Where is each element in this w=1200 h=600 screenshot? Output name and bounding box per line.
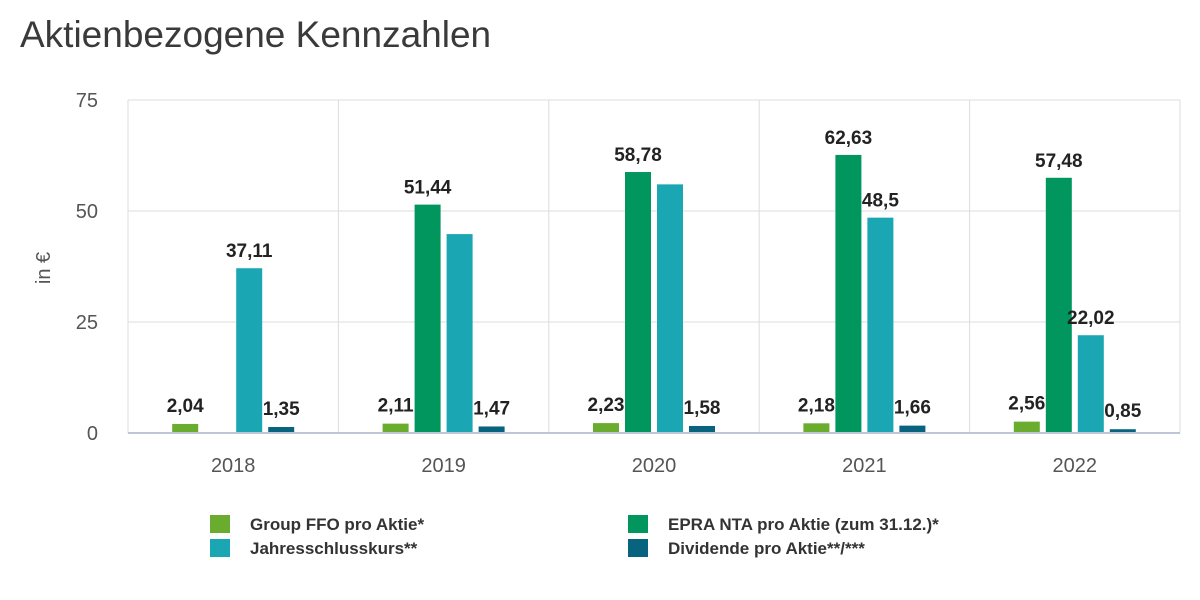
data-label: 57,48 [1035, 151, 1083, 172]
data-label: 51,44 [404, 178, 452, 199]
bar-1-2020 [625, 172, 651, 434]
bar-2-2021 [867, 217, 894, 433]
x-tick-label: 2019 [421, 455, 466, 477]
y-tick-label: 25 [76, 312, 98, 334]
y-tick-label: 50 [76, 201, 98, 223]
data-label: 58,78 [614, 145, 662, 166]
data-label: 2,56 [1008, 394, 1045, 415]
legend-item-label[interactable]: Dividende pro Aktie**/*** [668, 539, 865, 558]
legend-item-label[interactable]: EPRA NTA pro Aktie (zum 31.12.)* [668, 515, 939, 534]
x-tick-label: 2021 [842, 455, 887, 477]
y-tick-label: 0 [87, 423, 98, 445]
bar-0-2022 [1013, 421, 1040, 433]
x-tick-label: 2018 [211, 455, 256, 477]
data-label: 37,11 [226, 241, 273, 262]
bar-3-2020 [689, 425, 715, 433]
bar-2-2018 [236, 268, 263, 433]
legend-item-label[interactable]: Jahresschlusskurs** [250, 539, 418, 558]
data-label: 2,04 [167, 396, 204, 417]
bar-3-2022 [1109, 429, 1136, 433]
data-label: 0,85 [1104, 401, 1141, 422]
data-label: 62,63 [825, 128, 873, 149]
data-label: 2,11 [378, 396, 414, 417]
bar-2-2020 [657, 184, 683, 433]
bar-1-2021 [835, 154, 862, 434]
x-tick-label: 2020 [632, 455, 677, 477]
bar-3-2019 [478, 426, 505, 433]
legend-swatch [628, 515, 648, 533]
data-label: 48,5 [862, 191, 899, 212]
bar-3-2021 [899, 425, 926, 433]
data-label: 2,18 [798, 395, 835, 416]
bar-2-2022 [1077, 335, 1104, 433]
bar-1-2022 [1045, 177, 1072, 433]
data-label: 22,02 [1067, 308, 1115, 329]
bar-0-2019 [382, 423, 409, 433]
x-tick-label: 2022 [1053, 455, 1098, 477]
data-label: 1,35 [263, 399, 300, 420]
bar-3-2018 [268, 427, 295, 433]
bar-2-2019 [446, 234, 473, 433]
bar-0-2021 [803, 423, 830, 433]
bar-1-2019 [414, 204, 441, 433]
y-axis-title: in € [33, 252, 55, 284]
legend-item-label[interactable]: Group FFO pro Aktie* [250, 515, 424, 534]
legend-swatch [628, 539, 648, 557]
chart-title: Aktienbezogene Kennzahlen [20, 14, 492, 55]
data-label: 1,66 [894, 398, 931, 419]
legend-swatch [210, 539, 230, 557]
data-label: 2,23 [588, 395, 625, 416]
axes: 0 25 50 75 in € 2018 2019 2020 2021 2022 [33, 90, 1180, 477]
legend: Group FFO pro Aktie* EPRA NTA pro Aktie (… [210, 515, 939, 558]
y-tick-label: 75 [76, 90, 98, 112]
bar-0-2020 [593, 423, 619, 433]
legend-swatch [210, 515, 230, 533]
data-labels: 2,04 37,11 1,35 2,11 51,44 1,47 2,23 58,78 1,58 2… [167, 128, 1142, 422]
data-label: 1,58 [684, 398, 721, 419]
bars [172, 154, 1136, 434]
bar-0-2018 [172, 423, 199, 433]
data-label: 1,47 [473, 398, 510, 419]
